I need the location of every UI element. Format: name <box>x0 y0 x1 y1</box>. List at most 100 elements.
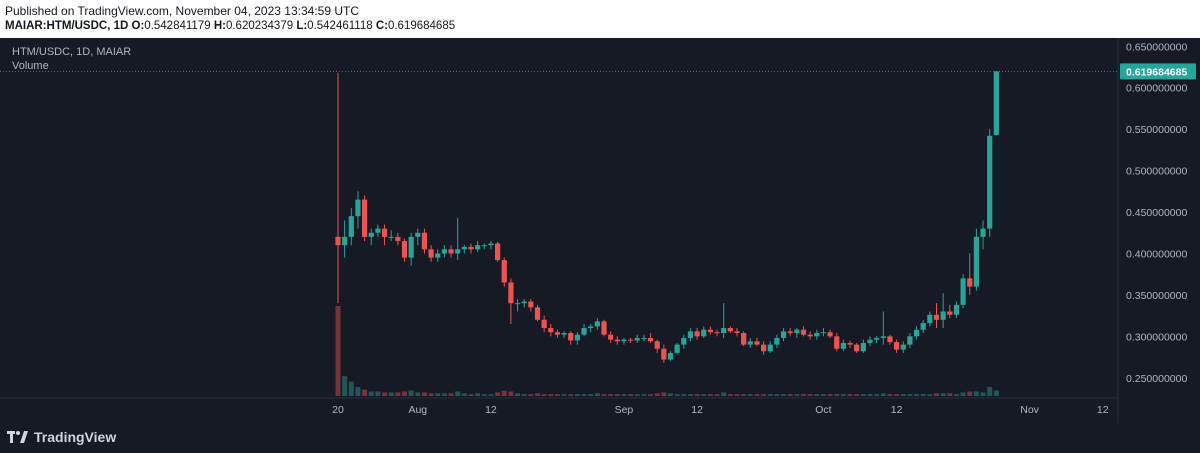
volume-bar <box>541 394 547 396</box>
y-tick-label: 0.250000000 <box>1126 373 1187 385</box>
volume-bar <box>495 392 501 396</box>
x-tick-label: Oct <box>815 404 831 416</box>
last-price-label: 0.619684685 <box>1126 66 1187 78</box>
candle-body <box>927 314 933 324</box>
volume-bar <box>681 394 687 396</box>
volume-bar <box>814 394 820 396</box>
candle-body <box>375 228 381 233</box>
candle-body <box>960 278 966 305</box>
volume-bar <box>634 394 640 396</box>
volume-bar <box>701 394 707 396</box>
candle-body <box>820 332 827 334</box>
volume-bar <box>448 393 454 396</box>
candle-body <box>608 334 614 340</box>
y-tick-label: 0.300000000 <box>1126 331 1187 343</box>
candle-body <box>913 329 920 337</box>
candle-body <box>973 236 979 287</box>
volume-bar <box>807 394 813 396</box>
volume-bar <box>654 393 660 396</box>
volume-bar <box>581 394 587 396</box>
volume-bar <box>475 393 481 396</box>
candle-body <box>687 331 694 338</box>
candle-body <box>428 249 434 258</box>
candle-body <box>514 303 521 305</box>
volume-bar <box>402 391 407 396</box>
volume-bar <box>687 394 693 396</box>
volume-bar <box>674 394 680 396</box>
volume-bar <box>741 394 747 396</box>
volume-bar <box>388 392 394 396</box>
volume-bar <box>834 394 840 396</box>
candle-body <box>395 236 401 242</box>
chart-area[interactable]: 0.650000000 0.600000000 0.550000000 0.50000… <box>0 38 1200 423</box>
volume-bar <box>395 392 401 396</box>
volume-bar <box>468 394 474 396</box>
volume-bar <box>747 394 753 396</box>
volume-bar <box>894 394 900 396</box>
published-line: Published on TradingView.com, November 0… <box>5 4 359 18</box>
volume-bar <box>561 394 567 396</box>
x-tick-label: 12 <box>485 404 497 416</box>
close-value: 0.619684685 <box>387 20 456 32</box>
volume-bar <box>781 394 787 396</box>
volume-bar <box>854 394 860 396</box>
volume-bar <box>348 381 354 396</box>
candle-body <box>621 339 627 342</box>
candle-body <box>694 331 700 337</box>
candle-body <box>907 336 913 345</box>
volume-bar <box>847 394 853 396</box>
candle-body <box>561 333 567 335</box>
volume-bar <box>734 394 740 396</box>
y-tick-label: 0.650000000 <box>1126 41 1187 53</box>
symbol-full: MAIAR:HTM/USDC, 1D <box>5 20 129 32</box>
volume-bar <box>920 394 926 396</box>
header: Published on TradingView.com, November 0… <box>0 0 1200 38</box>
candle-body <box>761 344 767 352</box>
volume-bar <box>441 393 447 396</box>
volume-bar <box>574 394 580 396</box>
candle-body <box>701 329 707 337</box>
candlestick-chart[interactable]: 0.650000000 0.600000000 0.550000000 0.50000… <box>0 38 1200 423</box>
volume-bar <box>767 394 773 396</box>
volume-bar <box>694 394 700 396</box>
candle-body <box>747 341 753 345</box>
volume-bar <box>840 394 846 396</box>
candle-body <box>481 245 487 247</box>
volume-bar <box>362 389 368 396</box>
volume-bar <box>960 392 966 396</box>
y-tick-label: 0.600000000 <box>1126 83 1187 95</box>
volume-bar <box>860 394 866 396</box>
candle-body <box>528 301 534 308</box>
candle-body <box>421 232 428 250</box>
candle-body <box>541 319 547 329</box>
volume-bar <box>967 391 973 396</box>
candle-body <box>588 326 594 329</box>
open-label: O: <box>131 20 145 32</box>
close-label: C: <box>375 20 388 32</box>
y-tick-label: 0.550000000 <box>1126 124 1187 136</box>
candle-body <box>634 337 640 341</box>
volume-bar <box>335 306 341 396</box>
volume-bar <box>382 392 388 396</box>
candle-body <box>401 241 408 258</box>
tradingview-logo[interactable]: TradingView <box>7 429 116 445</box>
volume-bar <box>668 393 673 396</box>
volume-bar <box>953 394 959 396</box>
volume-bar <box>481 394 487 396</box>
volume-legend[interactable]: Volume <box>12 60 49 72</box>
candle-body <box>641 337 647 339</box>
candle-body <box>342 236 348 246</box>
chart-symbol-legend[interactable]: HTM/USDC, 1D, MAIAR <box>12 46 132 58</box>
candle-body <box>714 332 720 334</box>
candle-body <box>681 337 687 345</box>
last-price-badge <box>1120 63 1196 80</box>
volume-bar <box>820 394 826 396</box>
candle-body <box>568 333 574 341</box>
volume-bar <box>408 390 414 396</box>
candle-body <box>455 249 461 254</box>
candle-body <box>900 344 906 350</box>
volume-bar <box>614 394 620 396</box>
candle-body <box>993 71 999 136</box>
volume-bar <box>754 394 760 396</box>
volume-bar <box>980 392 986 396</box>
